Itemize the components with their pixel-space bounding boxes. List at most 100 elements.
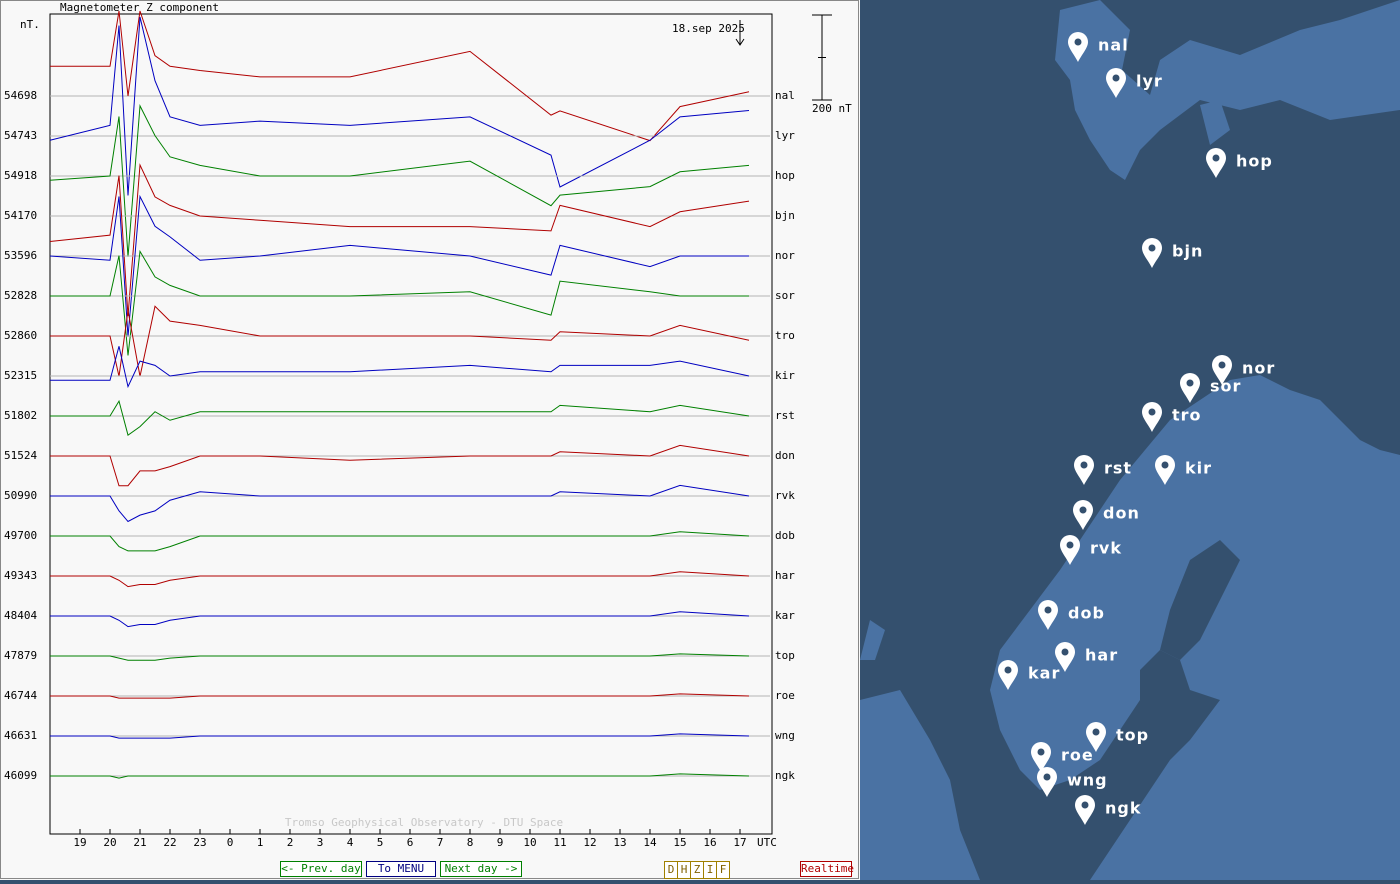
pin-hole	[1079, 506, 1087, 514]
pin-hole	[1037, 748, 1045, 756]
station-marker[interactable]: dob	[1038, 600, 1105, 630]
pin	[1155, 455, 1175, 485]
pin	[1075, 795, 1095, 825]
station-name: har	[1085, 646, 1118, 665]
plot-panel: Magnetometer Z component nT. 18.sep 2025…	[0, 0, 860, 880]
station-marker[interactable]: wng	[1037, 767, 1108, 797]
pin	[1055, 642, 1075, 672]
station-marker[interactable]: don	[1073, 500, 1140, 530]
pin-hole	[1061, 648, 1069, 656]
station-name: rst	[1104, 459, 1132, 478]
station-marker[interactable]: bjn	[1142, 238, 1203, 268]
pin-hole	[1080, 461, 1088, 469]
panel-border	[0, 0, 859, 879]
station-label: don	[775, 449, 795, 462]
station-marker[interactable]: lyr	[1106, 68, 1163, 98]
station-label: nor	[775, 249, 795, 262]
baseline-label: 51524	[4, 449, 37, 462]
x-tick-label: 22	[163, 836, 176, 849]
component-button[interactable]: Z	[690, 862, 703, 878]
station-marker[interactable]: nor	[1212, 355, 1275, 385]
trace	[50, 653, 750, 661]
svalbard-east	[1200, 100, 1230, 145]
footer: Tromso Geophysical Observatory - DTU Spa…	[285, 816, 563, 829]
trace	[50, 773, 750, 779]
station-label: roe	[775, 689, 795, 702]
station-marker[interactable]: roe	[1031, 742, 1094, 772]
station-label: nal	[775, 89, 795, 102]
trace	[49, 194, 749, 337]
component-button[interactable]: D	[667, 863, 675, 876]
pin-hole	[1044, 606, 1052, 614]
pin	[1206, 148, 1226, 178]
component-button[interactable]: F	[716, 862, 729, 878]
station-label: dob	[775, 529, 795, 542]
station-name: sor	[1210, 377, 1241, 396]
x-tick-label: 10	[523, 836, 536, 849]
station-label: kar	[775, 609, 795, 622]
station-marker[interactable]: har	[1055, 642, 1118, 672]
realtime-button[interactable]: Realtime	[800, 861, 854, 877]
pin	[1142, 402, 1162, 432]
station-name: nor	[1242, 359, 1275, 378]
pin	[1060, 535, 1080, 565]
station-marker[interactable]: nal	[1068, 32, 1129, 62]
station-marker[interactable]: sor	[1180, 373, 1241, 403]
baseline-label: 47879	[4, 649, 37, 662]
station-marker[interactable]: kar	[998, 660, 1060, 690]
station-name: kar	[1028, 664, 1060, 683]
trace	[49, 104, 750, 257]
baseline-label: 48404	[4, 609, 37, 622]
pin-hole	[1081, 801, 1089, 809]
station-label: rvk	[775, 489, 795, 502]
x-tick-label: 20	[103, 836, 116, 849]
trace	[50, 733, 750, 739]
station-label: top	[775, 649, 795, 662]
x-tick-label: 12	[583, 836, 596, 849]
baseline-label: 54918	[4, 169, 37, 182]
pin-hole	[1218, 361, 1226, 369]
x-tick-label: 5	[377, 836, 384, 849]
station-marker[interactable]: kir	[1155, 455, 1212, 485]
pin-hole	[1043, 773, 1051, 781]
station-label: tro	[775, 329, 795, 342]
component-button[interactable]: H	[677, 862, 690, 878]
station-name: tro	[1172, 406, 1202, 425]
component-button[interactable]: I	[703, 862, 716, 878]
station-marker[interactable]: rvk	[1060, 535, 1122, 565]
chart: Magnetometer Z component nT. 18.sep 2025…	[0, 0, 859, 879]
x-label: UTC	[757, 836, 777, 849]
baseline-label: 52860	[4, 329, 37, 342]
svalbard	[1055, 0, 1400, 180]
trace	[50, 484, 750, 523]
station-marker[interactable]: rst	[1074, 455, 1132, 485]
trace	[49, 16, 750, 196]
pin	[1106, 68, 1126, 98]
x-tick-label: 8	[467, 836, 474, 849]
station-marker[interactable]: hop	[1206, 148, 1273, 178]
x-tick-label: 19	[73, 836, 86, 849]
station-marker[interactable]: ngk	[1075, 795, 1141, 825]
baseline-label: 49343	[4, 569, 37, 582]
pin-hole	[1161, 461, 1169, 469]
station-name: nal	[1098, 36, 1129, 55]
station-name: hop	[1236, 152, 1273, 171]
station-label: kir	[775, 369, 795, 382]
baseline-label: 50990	[4, 489, 37, 502]
prev-day-button[interactable]: <- Prev. day	[280, 861, 362, 877]
station-name: dob	[1068, 604, 1105, 623]
station-label: bjn	[775, 209, 795, 222]
britain	[860, 690, 980, 880]
menu-button[interactable]: To MENU	[366, 861, 436, 877]
baseline-label: 46744	[4, 689, 37, 702]
pin-hole	[1066, 541, 1074, 549]
chart-title: Magnetometer Z component	[60, 1, 219, 14]
next-day-button[interactable]: Next day ->	[440, 861, 522, 877]
pin-hole	[1186, 379, 1194, 387]
station-label: hop	[775, 169, 795, 182]
trace	[50, 399, 750, 436]
station-marker[interactable]: tro	[1142, 402, 1202, 432]
station-marker[interactable]: top	[1086, 722, 1149, 752]
pin-hole	[1092, 728, 1100, 736]
